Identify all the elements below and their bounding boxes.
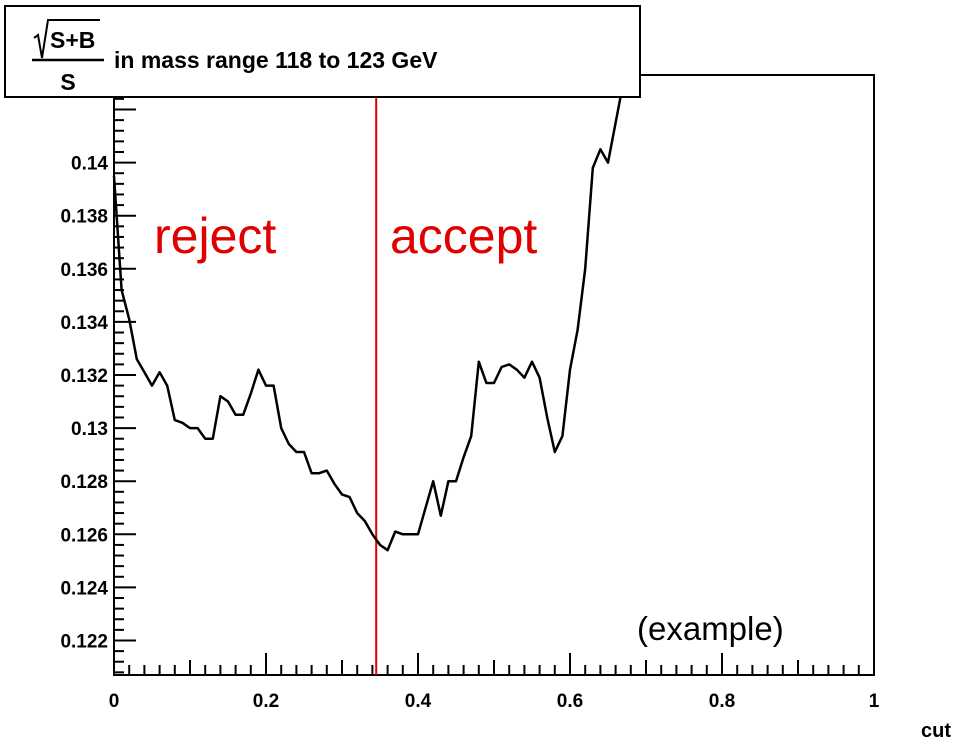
example-annotation: (example) [637, 610, 784, 647]
y-tick-label: 0.126 [60, 525, 108, 546]
x-tick-labels: 0 0.2 0.4 0.6 0.8 1 [109, 691, 880, 712]
y-tick-label: 0.136 [60, 260, 108, 281]
y-tick-label: 0.128 [60, 472, 108, 493]
y-tick-label: 0.14 [71, 154, 108, 175]
chart-title: in mass range 118 to 123 GeV [114, 47, 438, 73]
x-tick-label: 0 [109, 691, 120, 712]
y-tick-label: 0.122 [60, 631, 108, 652]
accept-annotation: accept [390, 208, 537, 264]
y-tick-label: 0.138 [60, 207, 108, 228]
series-line [112, 74, 629, 552]
x-tick-label: 1 [869, 691, 880, 712]
sqrt-symbol [33, 19, 100, 59]
x-tick-label: 0.4 [405, 691, 432, 712]
title-denominator: S [60, 69, 75, 95]
x-tick-label: 0.2 [253, 691, 279, 712]
title-numerator: S+B [50, 27, 95, 53]
axis-ticks [113, 76, 875, 675]
chart-title-box: S+B S in mass range 118 to 123 GeV [4, 5, 641, 98]
y-tick-label: 0.134 [60, 313, 108, 334]
y-tick-label: 0.124 [60, 578, 108, 599]
y-tick-label: 0.13 [71, 419, 108, 440]
x-tick-label: 0.6 [557, 691, 583, 712]
reject-annotation: reject [154, 208, 276, 264]
y-tick-label: 0.132 [60, 366, 108, 387]
y-tick-labels: 0.122 0.124 0.126 0.128 0.13 0.132 0.134 0.136 0… [60, 154, 108, 653]
x-axis-title: cut [921, 720, 951, 739]
plot-frame [113, 74, 875, 676]
x-tick-label: 0.8 [709, 691, 735, 712]
